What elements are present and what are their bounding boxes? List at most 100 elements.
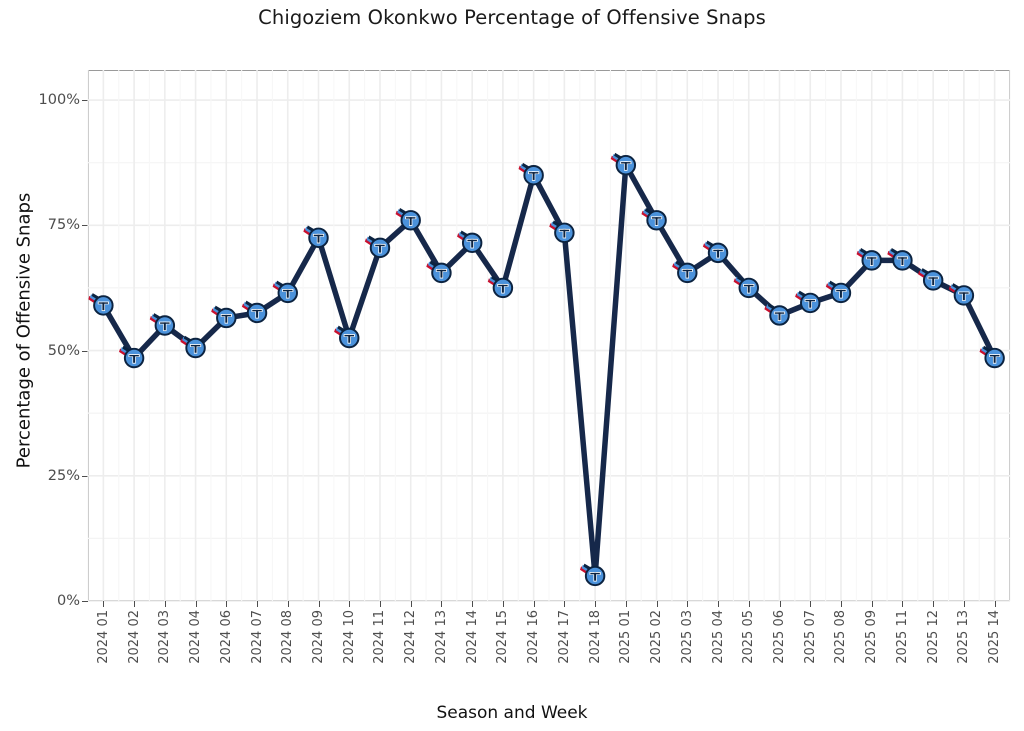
data-point-marker <box>456 229 483 254</box>
x-axis-tick-mark <box>963 601 965 607</box>
data-point-marker <box>640 206 667 231</box>
x-axis-tick-label: 2025 04 <box>710 610 726 664</box>
y-axis-tick-mark <box>82 100 88 102</box>
x-axis-tick-label: 2024 06 <box>218 610 234 664</box>
x-axis-tick-label: 2025 13 <box>956 610 972 664</box>
x-axis-tick-label: 2024 07 <box>249 610 265 664</box>
x-axis-tick-label: 2025 02 <box>649 610 665 664</box>
x-axis-tick-label: 2025 11 <box>894 610 910 664</box>
x-axis-tick-mark <box>472 601 474 607</box>
x-axis-tick-mark <box>779 601 781 607</box>
x-axis-tick-label: 2024 02 <box>126 610 142 664</box>
data-point-marker <box>671 259 698 284</box>
x-axis-tick-mark <box>226 601 228 607</box>
x-axis-tick-label: 2024 15 <box>495 610 511 664</box>
x-axis-tick-label: 2025 12 <box>925 610 941 664</box>
data-series-line <box>87 151 1005 587</box>
x-axis-tick-mark <box>134 601 136 607</box>
x-axis-tick-label: 2024 18 <box>587 610 603 664</box>
x-axis-tick-label: 2024 14 <box>464 610 480 664</box>
x-axis-tick-label: 2024 11 <box>372 610 388 664</box>
x-axis-tick-mark <box>379 601 381 607</box>
x-axis-tick-mark <box>902 601 904 607</box>
data-point-marker <box>87 292 114 316</box>
data-point-marker <box>148 312 176 336</box>
x-axis-tick-mark <box>564 601 566 607</box>
x-axis-tick-mark <box>933 601 935 607</box>
data-point-marker <box>578 562 606 587</box>
x-axis-tick-mark <box>410 601 412 607</box>
x-axis-tick-label: 2024 16 <box>526 610 542 664</box>
grid-lines <box>87 70 1011 602</box>
y-axis-tick-label: 0% <box>56 593 80 609</box>
plot-area <box>87 70 1011 602</box>
data-point-marker <box>363 234 391 259</box>
data-point-marker <box>486 274 514 299</box>
x-axis-tick-label: 2025 05 <box>741 610 757 664</box>
data-point-marker <box>394 206 421 231</box>
x-axis-tick-mark <box>257 601 259 607</box>
x-axis-tick-label: 2025 14 <box>987 610 1003 664</box>
x-axis-tick-mark <box>349 601 351 607</box>
x-axis-tick-label: 2024 13 <box>433 610 449 664</box>
x-axis-tick-mark <box>871 601 873 607</box>
x-axis-tick-mark <box>687 601 689 607</box>
x-axis-tick-mark <box>625 601 627 607</box>
x-axis-tick-mark <box>595 601 597 607</box>
x-axis-tick-label: 2024 08 <box>280 610 296 664</box>
x-axis-title: Season and Week <box>436 703 588 723</box>
y-axis-tick-label: 75% <box>47 217 80 234</box>
x-axis-tick-label: 2024 04 <box>188 610 204 664</box>
data-point-marker <box>210 304 237 329</box>
y-axis-tick-mark <box>82 225 88 227</box>
x-axis-tick-mark <box>502 601 504 607</box>
data-point-marker <box>763 302 790 326</box>
chart-title: Chigoziem Okonkwo Percentage of Offensiv… <box>258 6 766 29</box>
data-point-marker <box>917 267 944 291</box>
data-point-marker <box>548 219 575 244</box>
x-axis-tick-label: 2025 06 <box>772 610 787 664</box>
data-point-marker <box>240 299 268 324</box>
x-axis-tick-label: 2024 10 <box>341 610 357 664</box>
x-axis-tick-label: 2024 12 <box>403 610 419 664</box>
x-axis-tick-mark <box>748 601 750 607</box>
x-axis-tick-mark <box>840 601 842 607</box>
x-axis-tick-label: 2025 09 <box>864 610 880 664</box>
x-axis-tick-mark <box>318 601 320 607</box>
x-axis-tick-label: 2025 03 <box>679 610 695 664</box>
data-point-marker <box>978 344 1005 369</box>
y-axis-tick-marks <box>80 70 88 602</box>
x-axis-tick-mark <box>103 601 105 607</box>
x-axis-tick-mark <box>195 601 197 607</box>
data-point-marker <box>732 274 759 299</box>
x-axis-tick-labels: 2024 01 2024 02 2024 03 2024 04 2024 06 2024 … <box>88 610 1010 700</box>
x-axis-tick-mark <box>533 601 535 607</box>
x-axis-tick-label: 2025 08 <box>833 610 849 664</box>
x-axis-tick-label: 2025 07 <box>802 610 818 664</box>
y-axis-tick-mark <box>82 350 88 352</box>
x-axis-tick-label: 2024 03 <box>157 610 173 664</box>
x-axis-tick-mark <box>718 601 720 607</box>
x-axis-tick-label: 2025 01 <box>618 610 634 664</box>
data-point-marker <box>855 247 882 271</box>
y-axis-tick-labels: 0% 25% 50% 75% 100% <box>28 70 80 609</box>
x-axis-tick-label: 2024 09 <box>311 610 326 664</box>
x-axis-tick-mark <box>656 601 658 607</box>
x-axis-tick-mark <box>994 601 996 607</box>
x-axis-tick-label: 2024 01 <box>95 610 111 664</box>
x-axis-tick-mark <box>441 601 443 607</box>
y-axis-tick-mark <box>82 601 88 602</box>
data-point-marker <box>947 282 975 306</box>
x-axis-tick-marks <box>88 601 1010 608</box>
y-axis-tick-mark <box>82 475 88 477</box>
x-axis-tick-label: 2024 17 <box>556 610 572 664</box>
x-axis-tick-mark <box>164 601 166 607</box>
x-axis-tick-mark <box>810 601 812 607</box>
y-axis-tick-label: 100% <box>38 92 80 109</box>
x-axis-tick-mark <box>287 601 289 607</box>
y-axis-tick-label: 50% <box>47 342 80 359</box>
data-point-marker <box>609 151 637 176</box>
data-point-marker <box>302 224 329 249</box>
y-axis-tick-label: 25% <box>47 467 80 484</box>
